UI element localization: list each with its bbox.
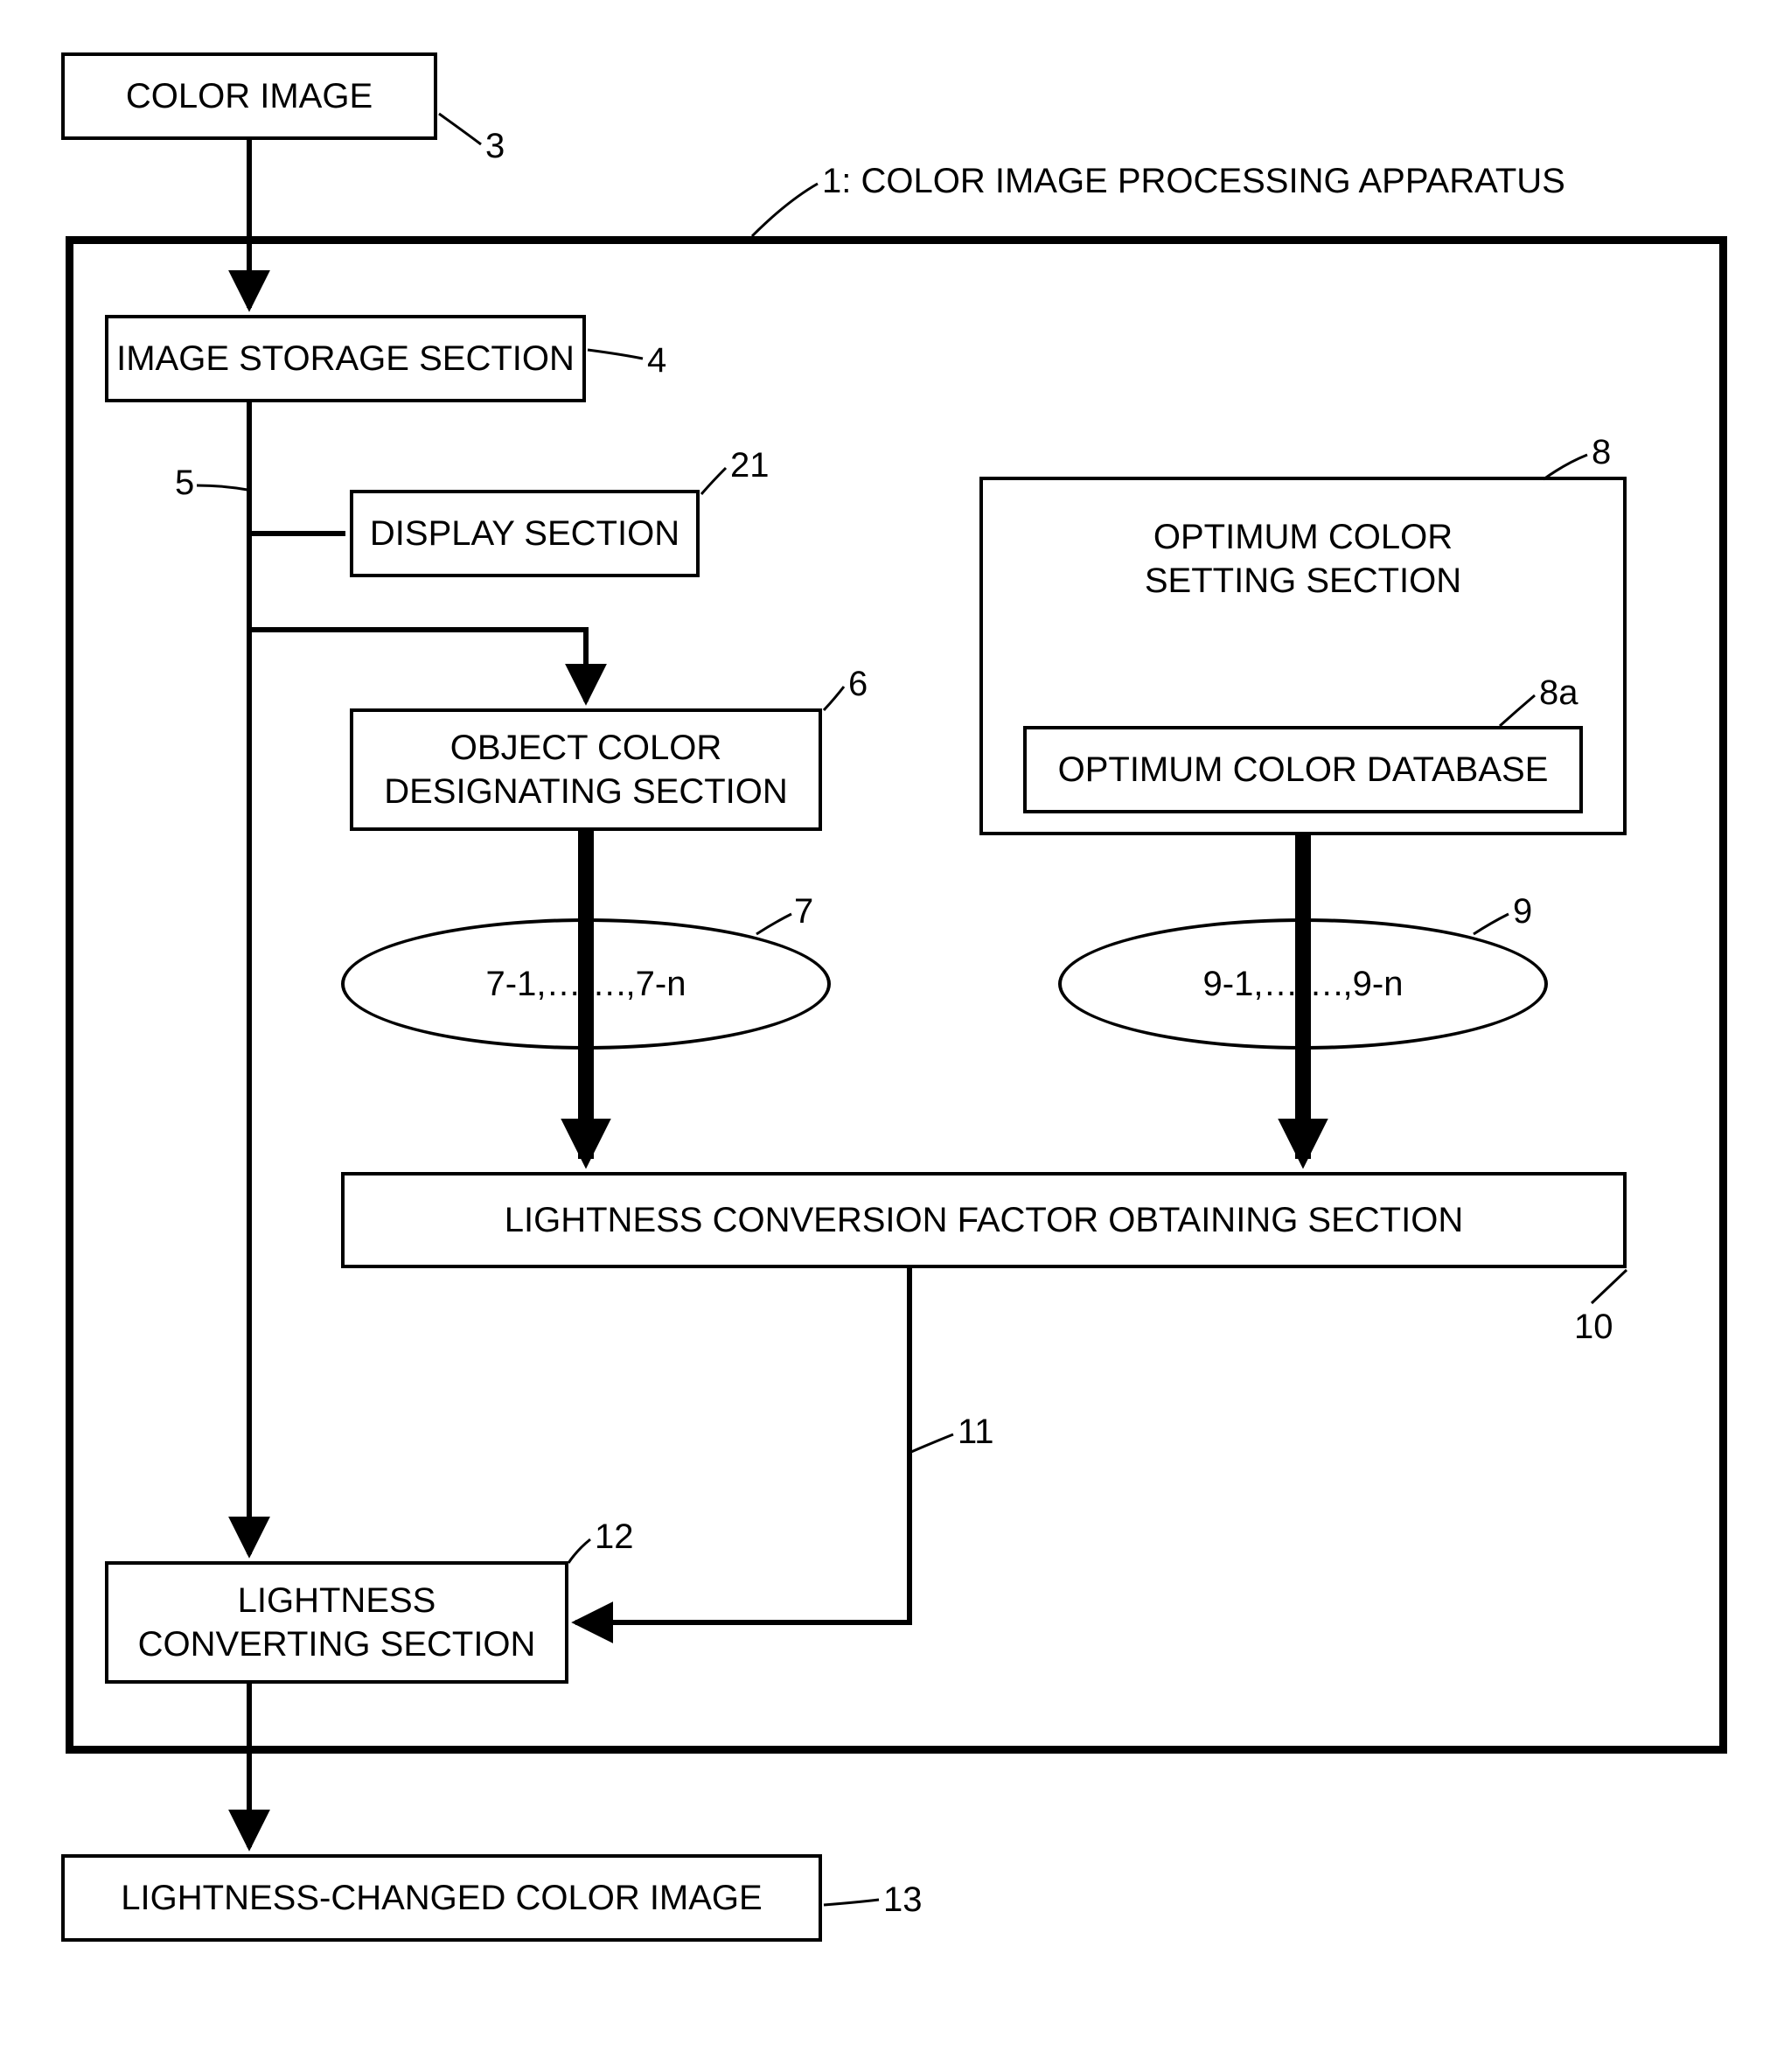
node-label: IMAGE STORAGE SECTION [116, 337, 575, 380]
node-color-image: COLOR IMAGE [61, 52, 437, 140]
ref-label-8: 8 [1592, 433, 1611, 472]
node-label: COLOR IMAGE [126, 74, 373, 118]
node-label: DISPLAY SECTION [370, 512, 679, 555]
node-lightness-changed-image: LIGHTNESS-CHANGED COLOR IMAGE [61, 1854, 822, 1942]
node-label: LIGHTNESS CONVERTING SECTION [138, 1579, 536, 1666]
ellipse-7: 7-1,…….,7-n [341, 918, 831, 1050]
node-label: OBJECT COLOR DESIGNATING SECTION [384, 726, 788, 813]
ref-label-13: 13 [883, 1880, 923, 1920]
ellipse-9: 9-1,…….,9-n [1058, 918, 1548, 1050]
ref-label-21: 21 [730, 446, 770, 485]
ref-label-3: 3 [485, 127, 505, 166]
node-label: LIGHTNESS-CHANGED COLOR IMAGE [121, 1876, 762, 1920]
node-label: LIGHTNESS CONVERSION FACTOR OBTAINING SE… [505, 1198, 1463, 1242]
node-lightness-factor: LIGHTNESS CONVERSION FACTOR OBTAINING SE… [341, 1172, 1627, 1268]
diagram-canvas: COLOR IMAGE IMAGE STORAGE SECTION DISPLA… [0, 0, 1784, 2072]
ref-label-10: 10 [1574, 1308, 1613, 1347]
node-label: OPTIMUM COLOR DATABASE [1058, 748, 1549, 792]
ref-label-6: 6 [848, 665, 868, 704]
ref-label-11: 11 [958, 1413, 994, 1452]
ellipse-label: 9-1,…….,9-n [1203, 965, 1404, 1004]
node-image-storage: IMAGE STORAGE SECTION [105, 315, 586, 402]
ref-label-1: 1: COLOR IMAGE PROCESSING APPARATUS [822, 162, 1565, 201]
ref-label-5: 5 [175, 464, 194, 503]
ref-label-9: 9 [1513, 892, 1532, 931]
ellipse-label: 7-1,…….,7-n [486, 965, 686, 1004]
ref-label-8a: 8a [1539, 673, 1578, 713]
node-object-color-designating: OBJECT COLOR DESIGNATING SECTION [350, 708, 822, 831]
node-optimum-database: OPTIMUM COLOR DATABASE [1023, 726, 1583, 813]
ref-label-4: 4 [647, 341, 666, 380]
ref-label-7: 7 [794, 892, 813, 931]
node-lightness-converting: LIGHTNESS CONVERTING SECTION [105, 1561, 568, 1684]
node-display-section: DISPLAY SECTION [350, 490, 700, 577]
ref-label-12: 12 [595, 1517, 634, 1557]
node-label: OPTIMUM COLOR SETTING SECTION [1145, 515, 1461, 603]
